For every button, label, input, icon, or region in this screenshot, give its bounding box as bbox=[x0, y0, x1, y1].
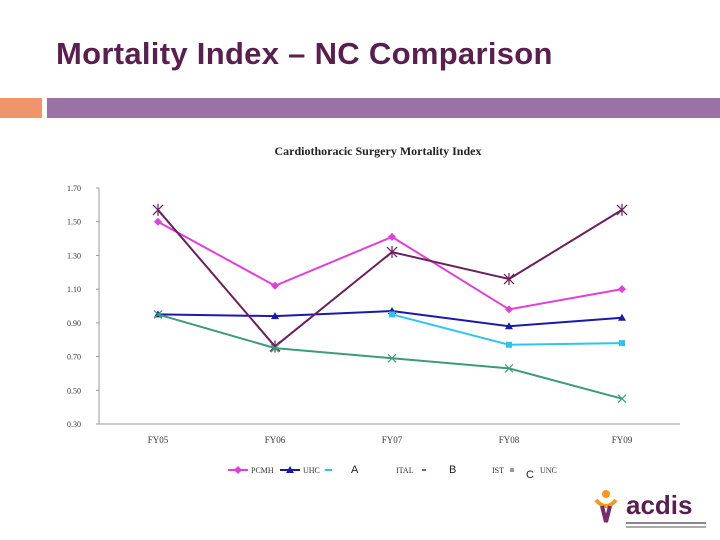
y-tick-label: 1.50 bbox=[67, 218, 81, 227]
data-point bbox=[505, 322, 513, 330]
overlay-label: C bbox=[526, 469, 534, 481]
logo-text: acdis bbox=[626, 490, 693, 520]
slide-title: Mortality Index – NC Comparison bbox=[56, 36, 553, 71]
legend-label: UHC bbox=[303, 466, 320, 475]
overlay-label: B bbox=[449, 464, 456, 476]
logo-figure-head bbox=[602, 490, 610, 498]
data-point bbox=[269, 340, 281, 353]
y-tick-label: 0.50 bbox=[67, 386, 81, 395]
series-1 bbox=[154, 217, 626, 314]
data-point bbox=[506, 341, 512, 348]
legend-label: ITAL bbox=[396, 466, 414, 475]
data-point bbox=[270, 343, 280, 353]
y-tick-label: 0.30 bbox=[67, 420, 81, 429]
logo-figure-arms bbox=[594, 498, 618, 508]
data-point bbox=[386, 246, 398, 259]
y-tick-label: 0.90 bbox=[67, 319, 81, 328]
overlay-label: A bbox=[351, 464, 359, 476]
data-point bbox=[271, 312, 279, 320]
y-tick-label: 1.10 bbox=[67, 285, 81, 294]
series-5 bbox=[153, 310, 627, 404]
data-point bbox=[503, 273, 515, 286]
logo-figure-body bbox=[600, 505, 612, 523]
data-point bbox=[153, 310, 163, 319]
data-point bbox=[271, 281, 279, 290]
x-tick-label: FY06 bbox=[265, 435, 286, 445]
data-point bbox=[617, 394, 627, 404]
data-point bbox=[286, 466, 294, 473]
data-point bbox=[616, 203, 628, 216]
series-line bbox=[157, 220, 623, 311]
legend-label: UNC bbox=[540, 466, 557, 475]
series-line bbox=[391, 313, 623, 346]
data-point bbox=[234, 466, 242, 474]
title-divider-bar bbox=[47, 98, 720, 118]
data-point bbox=[387, 353, 397, 363]
overlay-box bbox=[338, 460, 380, 480]
data-point bbox=[619, 340, 625, 347]
series-line bbox=[157, 209, 623, 348]
data-point bbox=[154, 217, 162, 226]
x-tick-label: FY05 bbox=[148, 435, 169, 445]
data-point bbox=[505, 305, 513, 314]
data-point bbox=[152, 203, 164, 216]
title-accent-bar bbox=[0, 98, 42, 118]
data-point bbox=[504, 363, 514, 373]
x-tick-label: FY07 bbox=[382, 435, 403, 445]
overlay-box bbox=[522, 464, 536, 480]
y-tick-label: 1.70 bbox=[67, 184, 81, 193]
x-tick-label: FY08 bbox=[499, 435, 520, 445]
series-2 bbox=[154, 307, 626, 330]
acdis-logo: acdis bbox=[594, 490, 706, 528]
series-3 bbox=[389, 311, 625, 348]
y-tick-label: 0.70 bbox=[67, 353, 81, 362]
legend-label: IST bbox=[492, 466, 504, 475]
chart-title: Cardiothoracic Surgery Mortality Index bbox=[274, 144, 482, 158]
data-point bbox=[389, 311, 395, 318]
data-point bbox=[388, 232, 396, 241]
x-tick-label: FY09 bbox=[612, 435, 633, 445]
logo-tagline bbox=[626, 522, 706, 524]
data-point bbox=[618, 285, 626, 294]
y-tick-label: 1.30 bbox=[67, 251, 81, 260]
series-4 bbox=[152, 203, 628, 353]
data-point bbox=[618, 313, 626, 321]
legend-label: PCMH bbox=[251, 466, 274, 475]
overlay-box bbox=[436, 460, 478, 480]
